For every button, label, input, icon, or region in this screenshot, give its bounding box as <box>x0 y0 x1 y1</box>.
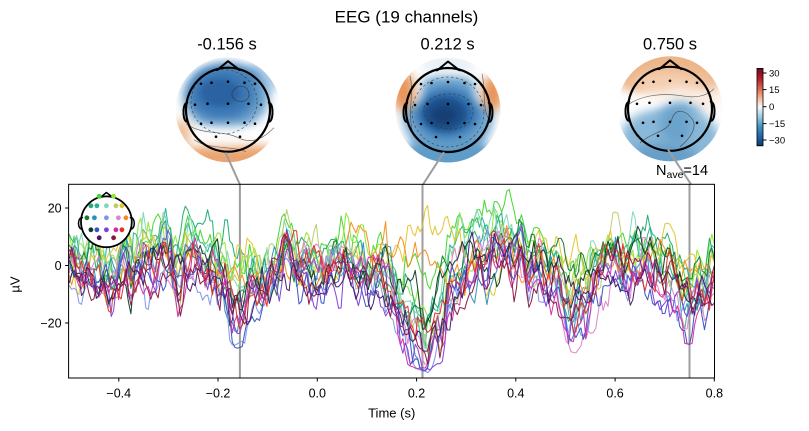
svg-text:EEG (19 channels): EEG (19 channels) <box>335 7 479 26</box>
svg-text:0.750 s: 0.750 s <box>643 36 697 54</box>
svg-text:−15: −15 <box>769 119 785 130</box>
svg-text:15: 15 <box>769 85 780 96</box>
svg-text:µV: µV <box>8 276 23 292</box>
svg-text:−0.2: −0.2 <box>206 387 231 401</box>
svg-text:0: 0 <box>55 259 62 273</box>
svg-text:Time (s): Time (s) <box>368 406 415 421</box>
svg-text:0.2: 0.2 <box>408 387 425 401</box>
svg-text:30: 30 <box>769 68 780 79</box>
svg-text:−0.4: −0.4 <box>106 387 131 401</box>
svg-text:−20: −20 <box>40 316 61 330</box>
svg-text:-0.156 s: -0.156 s <box>197 36 257 54</box>
svg-text:20: 20 <box>48 201 62 215</box>
svg-text:0.0: 0.0 <box>309 387 326 401</box>
svg-text:0.6: 0.6 <box>606 387 623 401</box>
svg-text:−30: −30 <box>769 135 785 146</box>
svg-text:0.8: 0.8 <box>706 387 723 401</box>
svg-text:0.212 s: 0.212 s <box>421 36 475 54</box>
svg-text:0.4: 0.4 <box>507 387 524 401</box>
svg-text:0: 0 <box>769 102 774 113</box>
